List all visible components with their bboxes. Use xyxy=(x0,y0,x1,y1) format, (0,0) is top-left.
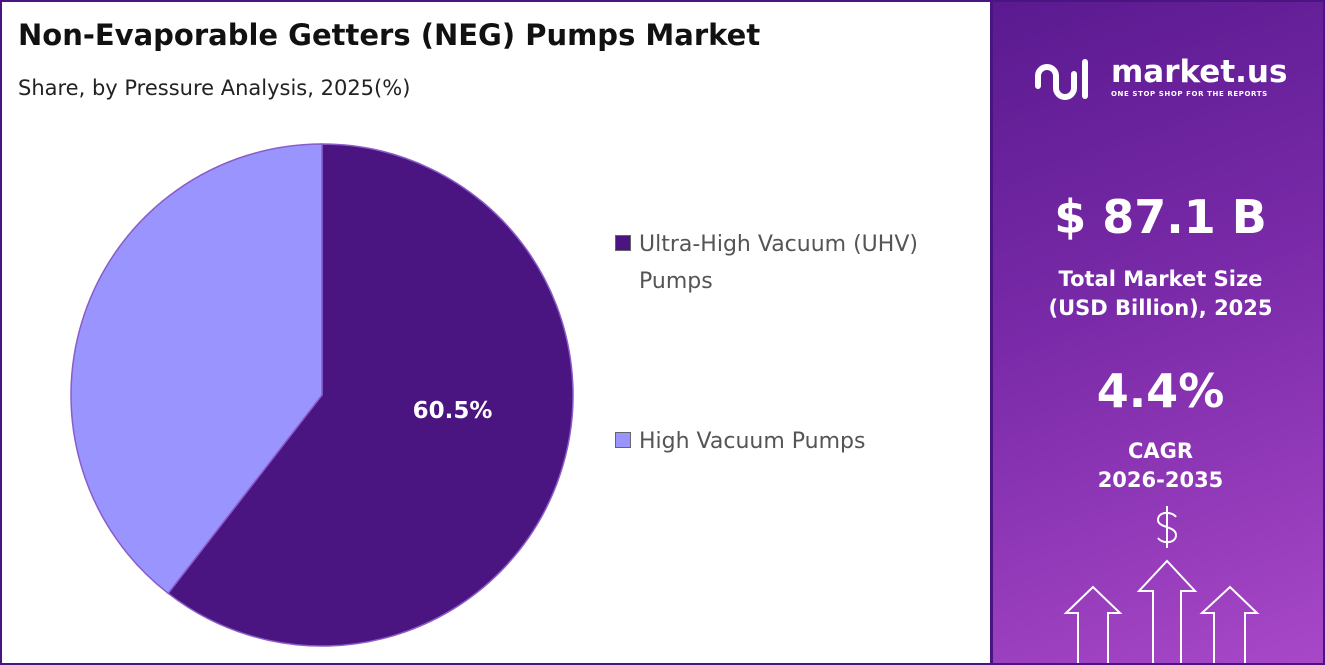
cagr: 4.4% xyxy=(1096,364,1225,418)
chart-subtitle: Share, by Pressure Analysis, 2025(%) xyxy=(18,76,411,100)
dollar-icon xyxy=(1156,506,1178,548)
panel-decor xyxy=(1035,59,1260,663)
tagline: ONE STOP SHOP FOR THE REPORTS xyxy=(1111,90,1268,98)
market-size-caption: (USD Billion), 2025 xyxy=(1048,296,1273,320)
logo-icon xyxy=(1035,59,1088,100)
market-size-caption: Total Market Size xyxy=(1058,267,1263,291)
cagr-caption: CAGR xyxy=(1127,439,1194,463)
cagr-caption: 2026-2035 xyxy=(1097,468,1224,492)
chart-title: Non-Evaporable Getters (NEG) Pumps Marke… xyxy=(18,18,761,52)
pie-chart: 60.5% xyxy=(70,143,574,647)
info-panel: market.us ONE STOP SHOP FOR THE REPORTS … xyxy=(990,2,1323,663)
market-size: $ 87.1 B xyxy=(1054,190,1267,244)
legend-item: Ultra-High Vacuum (UHV) Pumps xyxy=(615,226,969,300)
legend-item: High Vacuum Pumps xyxy=(615,423,969,460)
brand: market.us xyxy=(1111,54,1288,90)
data-label: 60.5% xyxy=(413,398,493,424)
legend-label: Ultra-High Vacuum (UHV) Pumps xyxy=(639,232,918,294)
legend-swatch xyxy=(615,432,631,448)
legend-label: High Vacuum Pumps xyxy=(639,429,866,454)
arrows-icon xyxy=(1063,559,1260,663)
pie-slice xyxy=(167,143,574,647)
legend-swatch xyxy=(615,235,631,251)
pie-slice xyxy=(70,143,323,595)
